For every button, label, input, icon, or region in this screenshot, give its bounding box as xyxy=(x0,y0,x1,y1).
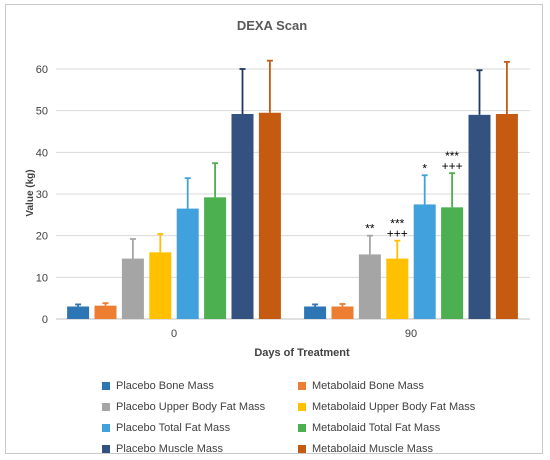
legend: Placebo Bone Mass Metabolaid Bone Mass Pla… xyxy=(102,378,522,457)
y-tick-label: 10 xyxy=(36,272,48,284)
bar-placebo-bone-mass-90 xyxy=(304,306,327,319)
y-axis-tick-labels: 0 10 20 30 40 50 60 xyxy=(36,64,48,326)
error-bar-metabolaid-total-fat-mass-90 xyxy=(449,172,456,208)
y-tick-label: 60 xyxy=(36,64,48,76)
bar-placebo-muscle-mass-90 xyxy=(468,114,491,319)
legend-label: Metabolaid Total Fat Mass xyxy=(312,422,441,434)
x-axis-label: Days of Treatment xyxy=(254,347,350,359)
y-axis-label: Value (kg) xyxy=(25,169,36,216)
error-bar-placebo-total-fat-mass-0 xyxy=(184,177,191,209)
significance-annotations: ** ***+++****+++ xyxy=(365,149,462,241)
legend-swatch xyxy=(102,403,110,411)
error-bar-placebo-bone-mass-0 xyxy=(75,303,82,307)
legend-swatch xyxy=(298,403,306,411)
bar-placebo-total-fat-mass-90 xyxy=(413,204,436,319)
error-bar-placebo-muscle-mass-90 xyxy=(476,69,483,115)
chart-frame: DEXA Scan 0 10 20 30 40 50 60 ** *** +++ * *** +++ … xyxy=(5,4,543,457)
error-bar-metabolaid-total-fat-mass-0 xyxy=(212,162,219,198)
legend-label: Metabolaid Bone Mass xyxy=(312,380,424,392)
legend-label: Metabolaid Upper Body Fat Mass xyxy=(312,401,476,413)
significance-marker: +++ xyxy=(387,227,408,241)
legend-label: Placebo Bone Mass xyxy=(116,380,214,392)
legend-label: Placebo Total Fat Mass xyxy=(116,422,231,434)
bar-metabolaid-total-fat-mass-90 xyxy=(441,207,464,319)
bar-metabolaid-bone-mass-90 xyxy=(331,306,354,319)
legend-item-placebo-total-fat-mass: Placebo Total Fat Mass xyxy=(102,420,292,436)
bars xyxy=(67,112,518,319)
bar-metabolaid-muscle-mass-90 xyxy=(495,114,518,319)
bar-metabolaid-total-fat-mass-0 xyxy=(204,197,227,319)
bar-metabolaid-muscle-mass-0 xyxy=(258,112,281,319)
legend-label: Metabolaid Muscle Mass xyxy=(312,443,434,455)
legend-label: Placebo Upper Body Fat Mass xyxy=(116,401,266,413)
legend-item-metabolaid-muscle-mass: Metabolaid Muscle Mass xyxy=(298,441,498,457)
error-bar-placebo-upper-body-fat-mass-0 xyxy=(129,238,136,259)
x-tick-label: 0 xyxy=(171,328,177,340)
legend-item-metabolaid-upper-body-fat-mass: Metabolaid Upper Body Fat Mass xyxy=(298,399,498,415)
y-tick-label: 40 xyxy=(36,147,48,159)
significance-marker: * xyxy=(422,161,427,175)
x-axis-tick-labels: 0 90 xyxy=(171,328,417,340)
error-bar-placebo-total-fat-mass-90 xyxy=(421,174,428,205)
y-tick-label: 20 xyxy=(36,231,48,243)
legend-item-placebo-upper-body-fat-mass: Placebo Upper Body Fat Mass xyxy=(102,399,292,415)
bar-placebo-bone-mass-0 xyxy=(67,306,90,319)
legend-item-placebo-bone-mass: Placebo Bone Mass xyxy=(102,378,292,394)
error-bar-metabolaid-bone-mass-90 xyxy=(339,303,346,307)
bar-placebo-total-fat-mass-0 xyxy=(176,208,199,319)
significance-marker: ** xyxy=(365,222,375,236)
y-tick-label: 0 xyxy=(42,314,48,326)
legend-swatch xyxy=(102,424,110,432)
bar-placebo-muscle-mass-0 xyxy=(231,114,254,319)
significance-marker: +++ xyxy=(442,159,463,173)
legend-swatch xyxy=(102,445,110,453)
bar-metabolaid-upper-body-fat-mass-90 xyxy=(386,258,409,319)
error-bar-metabolaid-upper-body-fat-mass-0 xyxy=(157,233,164,253)
error-bar-metabolaid-bone-mass-0 xyxy=(102,302,109,306)
error-bar-metabolaid-muscle-mass-90 xyxy=(503,61,510,114)
legend-item-metabolaid-total-fat-mass: Metabolaid Total Fat Mass xyxy=(298,420,498,436)
legend-swatch xyxy=(102,382,110,390)
significance-marker: *** xyxy=(390,217,404,231)
bar-placebo-upper-body-fat-mass-90 xyxy=(358,254,381,319)
error-bar-metabolaid-muscle-mass-0 xyxy=(266,59,273,113)
error-bar-placebo-upper-body-fat-mass-90 xyxy=(366,234,373,255)
legend-item-placebo-muscle-mass: Placebo Muscle Mass xyxy=(102,441,292,457)
y-tick-label: 30 xyxy=(36,189,48,201)
bar-placebo-upper-body-fat-mass-0 xyxy=(121,258,144,319)
y-tick-label: 50 xyxy=(36,106,48,118)
bar-metabolaid-bone-mass-0 xyxy=(94,305,117,319)
bar-metabolaid-upper-body-fat-mass-0 xyxy=(149,252,172,319)
x-tick-label: 90 xyxy=(405,328,417,340)
significance-marker: *** xyxy=(445,149,459,163)
error-bars xyxy=(75,59,510,307)
error-bar-metabolaid-upper-body-fat-mass-90 xyxy=(394,239,401,259)
legend-swatch xyxy=(298,445,306,453)
legend-item-metabolaid-bone-mass: Metabolaid Bone Mass xyxy=(298,378,498,394)
error-bar-placebo-muscle-mass-0 xyxy=(239,68,246,114)
legend-swatch xyxy=(298,424,306,432)
legend-label: Placebo Muscle Mass xyxy=(116,443,223,455)
chart-title: DEXA Scan xyxy=(237,18,307,33)
legend-swatch xyxy=(298,382,306,390)
error-bar-placebo-bone-mass-90 xyxy=(312,303,319,307)
